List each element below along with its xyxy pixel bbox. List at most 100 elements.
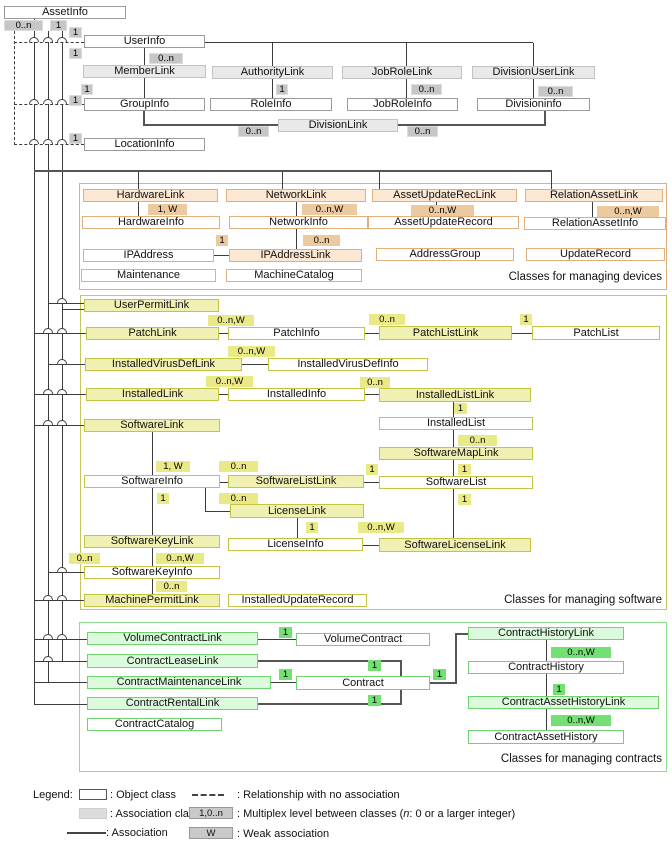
connector-line (34, 661, 87, 662)
class-installed-list: InstalledList (379, 417, 533, 430)
class-user-info: UserInfo (84, 35, 205, 48)
connector-line (453, 430, 454, 447)
class-authority-link: AuthorityLink (212, 66, 333, 79)
connector-line (34, 425, 84, 426)
line-hop (43, 595, 53, 600)
connector-line (546, 674, 547, 696)
connector-line (34, 704, 87, 705)
connector-line (592, 202, 593, 217)
connector-line (14, 42, 84, 43)
class-role-info: RoleInfo (210, 98, 332, 111)
class-ip-address-link: IPAddressLink (229, 249, 362, 262)
connector-line (143, 124, 279, 126)
class-patch-list: PatchList (532, 326, 660, 340)
multiplicity-badge: 1 (458, 494, 471, 505)
line-hop (43, 37, 53, 42)
connector-line (455, 633, 457, 684)
class-license-info: LicenseInfo (228, 538, 363, 551)
class-division-link: DivisionLink (278, 119, 398, 132)
connector-line (400, 661, 402, 677)
class-installed-virus-def-link: InstalledVirusDefLink (85, 358, 242, 371)
connector-line (62, 309, 84, 310)
connector-line (546, 709, 547, 730)
line-hop (43, 99, 53, 104)
software-section-caption: Classes for managing software (504, 594, 662, 606)
connector-line (14, 144, 84, 145)
line-hop (57, 139, 67, 144)
class-division-user-link: DivisionUserLink (472, 66, 595, 79)
connector-line (406, 43, 407, 66)
class-installed-link: InstalledLink (86, 388, 219, 401)
multiplicity-badge: 0..n (69, 553, 100, 564)
connector-line (282, 172, 283, 189)
connector-line (364, 482, 379, 483)
no-association-line-swatch (192, 794, 224, 796)
connector-line (219, 394, 228, 395)
connector-line (214, 255, 229, 256)
multiplicity-badge: 1 (553, 684, 565, 695)
line-hop (57, 567, 67, 572)
connector-line (205, 42, 533, 43)
multiplicity-badge: 0..n (156, 581, 187, 592)
multiplex-badge-swatch: 1,0..n (189, 807, 233, 819)
class-volume-contract-link: VolumeContractLink (87, 632, 258, 645)
class-software-map-link: SoftwareMapLink (379, 447, 533, 460)
line-hop (57, 389, 67, 394)
class-software-info: SoftwareInfo (84, 475, 220, 488)
class-contract-catalog: ContractCatalog (87, 718, 222, 731)
connector-line (48, 572, 84, 573)
connector-line (453, 460, 454, 476)
legend: Legend: : Object class : Association cla… (0, 780, 672, 844)
connector-line (220, 482, 228, 483)
class-relation-asset-info: RelationAssetInfo (524, 217, 666, 230)
multiplicity-badge: 0..n,W (358, 522, 404, 533)
connector-line (242, 364, 268, 365)
connector-line (453, 402, 454, 417)
legend-no-association-label: : Relationship with no association (237, 789, 400, 801)
multiplicity-badge: 0..n,W (411, 205, 474, 216)
multiplicity-badge: 1 (454, 403, 467, 414)
multiplicity-badge: 0..n,W (156, 553, 204, 564)
connector-line (138, 202, 139, 216)
line-hop (29, 99, 39, 104)
class-update-record: UpdateRecord (526, 248, 665, 261)
multiplicity-badge: 1 (366, 464, 378, 475)
multiplicity-badge: 1 (433, 669, 446, 680)
multiplicity-badge: 1 (69, 95, 82, 106)
class-job-role-link: JobRoleLink (342, 66, 462, 79)
connector-line (551, 172, 552, 189)
connector-line (152, 488, 153, 535)
class-patch-link: PatchLink (86, 327, 219, 340)
class-software-link: SoftwareLink (84, 419, 220, 432)
line-hop (57, 99, 67, 104)
multiplicity-badge: 1, W (148, 204, 187, 215)
association-line-swatch (67, 832, 106, 834)
class-contract-asset-history: ContractAssetHistory (468, 730, 624, 744)
connector-line (219, 333, 228, 334)
connector-line (258, 703, 402, 705)
class-asset-info: AssetInfo (4, 6, 126, 19)
multiplicity-badge: 0..n,W (597, 206, 659, 217)
legend-title: Legend: (33, 789, 73, 801)
connector-line (400, 690, 402, 705)
class-network-info: NetworkInfo (229, 216, 368, 229)
multiplicity-badge: 1 (69, 48, 82, 59)
connector-line (34, 639, 87, 640)
multiplicity-badge: 0..n,W (551, 647, 611, 658)
line-hop (43, 139, 53, 144)
connector-line (365, 394, 379, 395)
line-hop (57, 595, 67, 600)
class-volume-contract: VolumeContract (296, 633, 430, 646)
class-asset-update-record: AssetUpdateRecord (368, 216, 519, 229)
connector-line (258, 660, 402, 662)
class-software-key-link: SoftwareKeyLink (84, 535, 220, 548)
class-network-link: NetworkLink (226, 189, 366, 202)
class-installed-list-link: InstalledListLink (379, 388, 531, 402)
connector-line (296, 202, 297, 216)
multiplicity-badge: 0..n (458, 435, 497, 446)
connector-line (271, 682, 296, 683)
multiplicity-badge: 0..n (411, 84, 442, 95)
class-contract-history: ContractHistory (468, 661, 624, 674)
multiplicity-badge: 0..n,W (206, 376, 253, 387)
class-contract-asset-history-link: ContractAssetHistoryLink (468, 696, 659, 709)
